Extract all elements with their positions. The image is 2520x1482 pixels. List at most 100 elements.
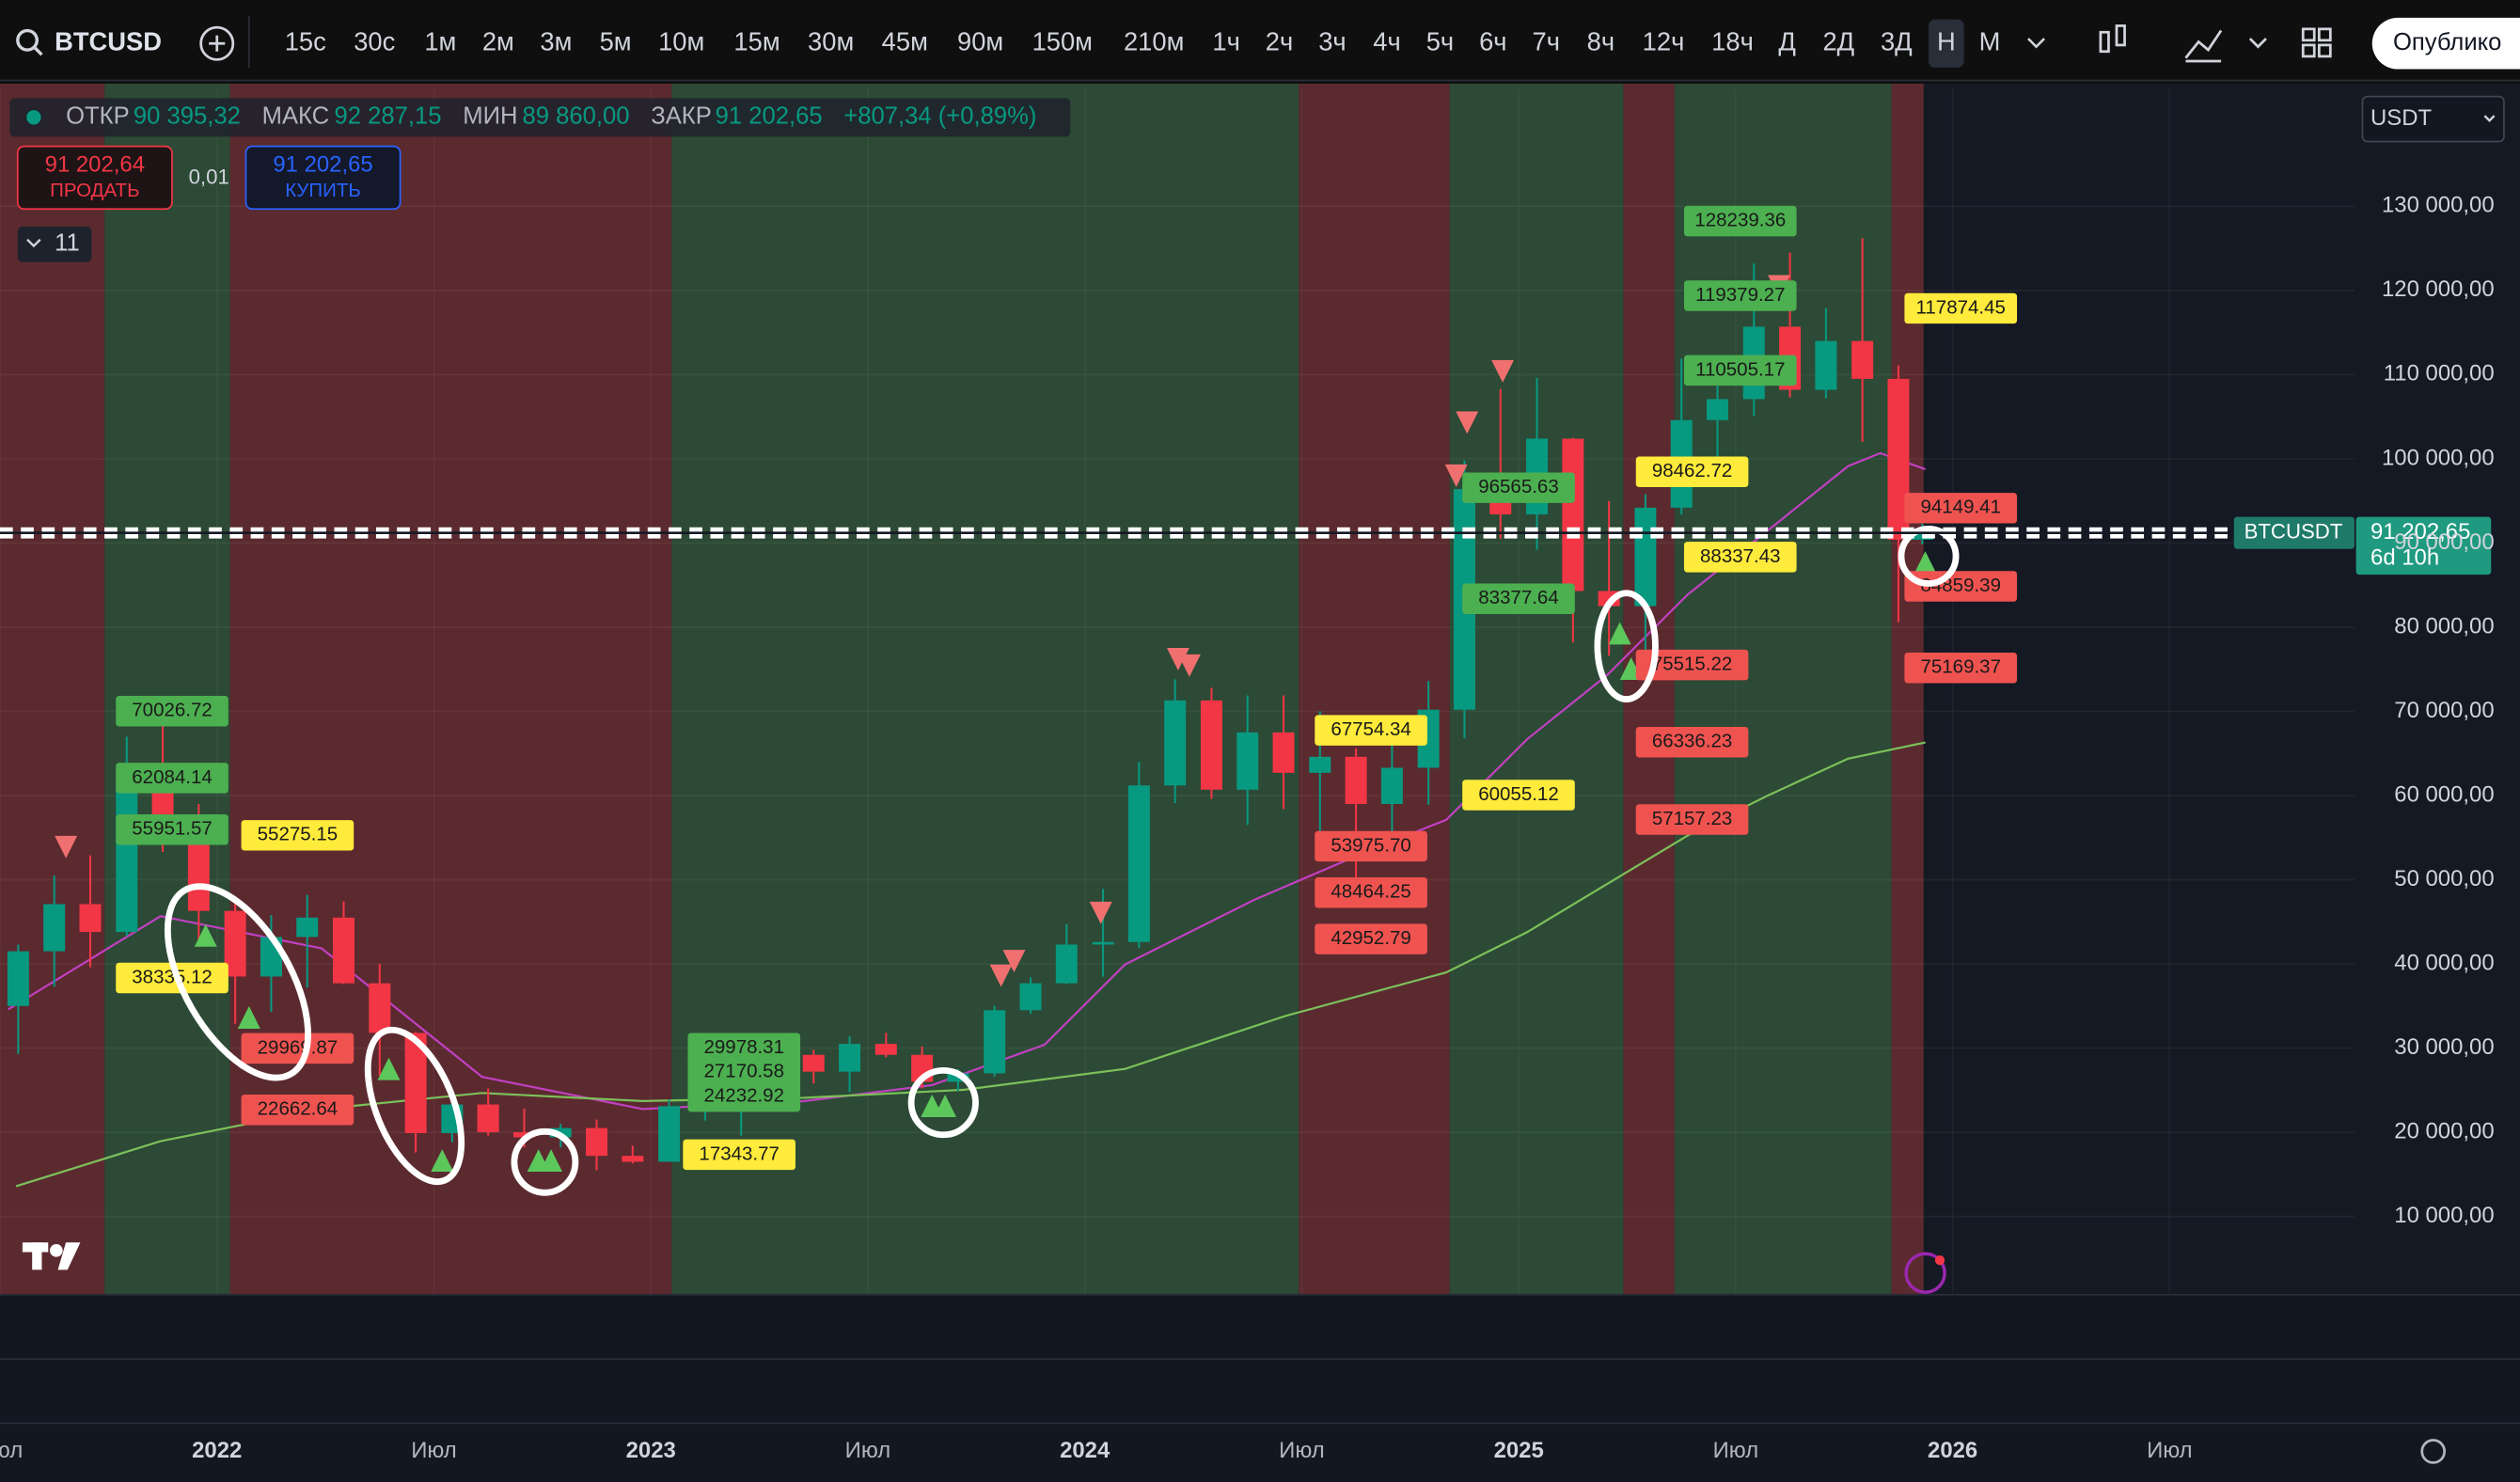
- interval[interactable]: 5м: [600, 26, 632, 55]
- level-box: [1315, 877, 1427, 908]
- dropdown[interactable]: [2248, 38, 2267, 49]
- interval[interactable]: 3м: [540, 26, 572, 55]
- interval[interactable]: 90м: [957, 26, 1003, 55]
- interval[interactable]: 15м: [733, 26, 780, 55]
- interval[interactable]: 5ч: [1426, 26, 1454, 55]
- x-tick-label: 2022: [192, 1438, 242, 1463]
- level-label: 53975.70: [1331, 834, 1411, 856]
- y-tick-label: 120 000,00: [2382, 276, 2495, 302]
- level-label: 29969.87: [258, 1036, 339, 1058]
- y-tick-label: 30 000,00: [2394, 1034, 2494, 1060]
- settings-icon[interactable]: [2420, 1439, 2447, 1464]
- y-tick-label: 60 000,00: [2394, 781, 2494, 807]
- candle-body: [477, 1104, 499, 1133]
- indicators-icon[interactable]: [2184, 29, 2223, 63]
- interval[interactable]: 3ч: [1318, 26, 1346, 55]
- candle-body: [43, 904, 66, 952]
- regime-band: [1623, 83, 1675, 1294]
- symbol[interactable]: BTCUSD: [55, 26, 162, 55]
- level-box: [683, 1139, 796, 1171]
- indicators-count: 11: [55, 230, 80, 257]
- legend-label: ОТКР: [66, 103, 130, 130]
- level-label: 38335.12: [132, 966, 213, 987]
- interval[interactable]: 15с: [285, 26, 326, 55]
- interval[interactable]: 18ч: [1711, 26, 1754, 55]
- interval[interactable]: Д: [1778, 26, 1796, 55]
- publish-button[interactable]: [2371, 17, 2520, 70]
- symbol-tag-box: [2233, 516, 2355, 549]
- interval[interactable]: 1м: [424, 26, 456, 55]
- layout-icon[interactable]: [2301, 27, 2316, 42]
- interval[interactable]: 3Д: [1881, 26, 1913, 55]
- legend-label: ЗАКР: [651, 103, 712, 130]
- interval[interactable]: 7ч: [1533, 26, 1560, 55]
- interval[interactable]: М: [1979, 26, 2001, 55]
- sell-button[interactable]: [16, 145, 173, 211]
- level-label: 60055.12: [1478, 783, 1559, 805]
- level-box: [1635, 456, 1749, 487]
- buy-price: 91 202,65: [273, 151, 372, 177]
- sell-signal: [1177, 654, 1201, 677]
- currency-select[interactable]: [2361, 95, 2505, 143]
- candle-body: [1707, 399, 1729, 420]
- candle-type-icon[interactable]: [2115, 24, 2126, 47]
- x-tick-label: 2026: [1928, 1438, 1977, 1463]
- chevron: [2483, 115, 2496, 122]
- candle-type-icon[interactable]: [2099, 30, 2110, 54]
- level-label: 88337.43: [1700, 545, 1781, 567]
- buy-signal: [377, 1057, 401, 1080]
- interval[interactable]: 6ч: [1479, 26, 1506, 55]
- interval[interactable]: 4ч: [1373, 26, 1400, 55]
- level-box: [241, 820, 354, 851]
- level-label: 128239.36: [1694, 210, 1786, 231]
- candle-body: [404, 1033, 427, 1133]
- level-box: [687, 1033, 801, 1064]
- candle-body: [1236, 732, 1259, 790]
- level-label: 117874.45: [1916, 296, 2006, 318]
- level-box: [241, 1095, 354, 1126]
- interval[interactable]: 1ч: [1212, 26, 1239, 55]
- level-box: [1315, 715, 1427, 746]
- layout-icon[interactable]: [2317, 27, 2332, 42]
- interval[interactable]: 2м: [482, 26, 514, 55]
- level-label: 119379.27: [1695, 284, 1785, 306]
- y-tick-label: 50 000,00: [2394, 866, 2494, 891]
- candle-body: [1851, 340, 1874, 379]
- legend-label: МИН: [463, 103, 517, 130]
- indicators-toggle[interactable]: [17, 227, 92, 262]
- interval[interactable]: 10м: [658, 26, 704, 55]
- interval[interactable]: 2ч: [1266, 26, 1293, 55]
- interval-dropdown[interactable]: [2027, 38, 2045, 49]
- candle-body: [1092, 941, 1114, 945]
- layout-icon[interactable]: [2301, 43, 2316, 58]
- buy-button[interactable]: [244, 145, 402, 211]
- candle-body: [512, 1132, 535, 1138]
- level-label: 55951.57: [132, 818, 213, 840]
- candle-body: [1815, 340, 1837, 390]
- alert-icon[interactable]: [1904, 1252, 1946, 1294]
- bottom-panel: [0, 1293, 2520, 1482]
- candle-body: [1345, 756, 1367, 804]
- level-label: 48464.25: [1331, 881, 1411, 903]
- level-box: [1683, 355, 1797, 386]
- interval[interactable]: 12ч: [1643, 26, 1685, 55]
- add-symbol[interactable]: [199, 25, 235, 61]
- interval[interactable]: 210м: [1124, 26, 1184, 55]
- level-box: [1904, 652, 2018, 684]
- level-box: [1635, 727, 1749, 758]
- search-icon[interactable]: [16, 28, 39, 52]
- interval[interactable]: 30м: [808, 26, 854, 55]
- level-box: [116, 962, 228, 994]
- level-label: 22662.64: [258, 1098, 339, 1120]
- layout-icon[interactable]: [2317, 43, 2332, 58]
- interval[interactable]: 2Д: [1822, 26, 1854, 55]
- interval[interactable]: Н: [1937, 26, 1956, 55]
- sell-price: 91 202,64: [45, 151, 145, 177]
- regime-band: [0, 83, 105, 1294]
- interval[interactable]: 150м: [1032, 26, 1093, 55]
- candle-body: [1562, 438, 1584, 591]
- interval[interactable]: 8ч: [1587, 26, 1614, 55]
- interval[interactable]: 30с: [354, 26, 395, 55]
- interval[interactable]: 45м: [882, 26, 928, 55]
